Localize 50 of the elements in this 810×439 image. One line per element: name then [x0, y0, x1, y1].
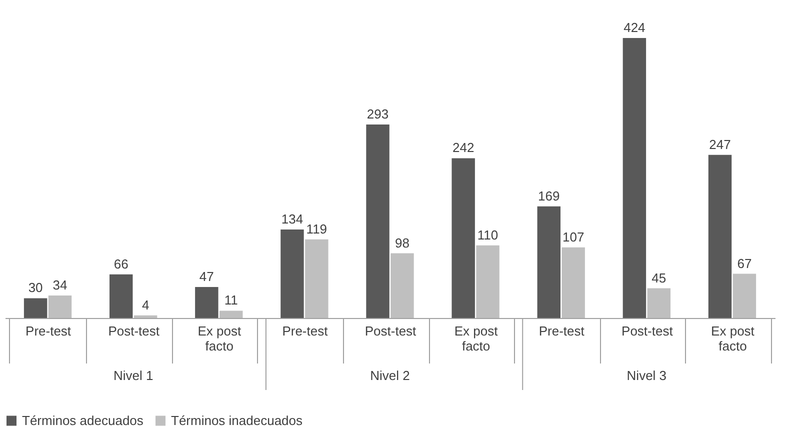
data-label: 134: [281, 212, 304, 227]
data-label: 66: [114, 256, 128, 272]
x-tick-label: Post-test: [364, 324, 417, 338]
bar: [366, 124, 390, 318]
bar: [195, 286, 218, 318]
data-label: 4: [142, 297, 150, 312]
bar: [134, 315, 158, 318]
bar: [280, 230, 304, 318]
data-label: 45: [652, 270, 666, 286]
text: Nivel 1: [113, 368, 154, 383]
data-label: 47: [199, 268, 214, 284]
data-label: 169: [538, 188, 560, 204]
legend-label: Términos inadecuados: [171, 412, 304, 428]
x-tick-label: Pre-test: [282, 324, 328, 338]
x-tick-label: Pre-test: [26, 324, 72, 338]
legend-label: Términos adecuados: [22, 412, 144, 428]
bar: [305, 239, 328, 318]
data-label: 110: [477, 227, 498, 242]
bar: [110, 274, 133, 318]
data-label: 30: [28, 280, 43, 296]
bar: [24, 298, 48, 318]
bar: [48, 296, 72, 318]
bar: [220, 310, 243, 318]
data-label: 293: [366, 106, 389, 122]
text: Nivel 2: [370, 368, 410, 383]
bar: [562, 247, 585, 318]
data-label: 424: [624, 20, 646, 35]
data-label: 242: [452, 140, 474, 156]
bar: [622, 38, 646, 318]
bar: [732, 274, 756, 318]
data-label: 11: [224, 292, 238, 308]
data-label: 98: [394, 235, 410, 250]
x-tick-label: Post-test: [622, 324, 674, 338]
x-tick-label: Ex post facto: [454, 324, 498, 354]
bar: [647, 288, 670, 318]
data-label: 107: [562, 229, 584, 244]
data-label: 247: [709, 136, 731, 152]
x-tick-label: Ex post facto: [198, 324, 242, 354]
x-tick-label: Ex post facto: [711, 324, 755, 354]
data-label: 34: [52, 278, 68, 293]
x-tick-label: Pre-test: [538, 324, 585, 338]
data-label: 119: [306, 221, 328, 236]
text: Nivel 3: [626, 368, 667, 383]
data-label: 67: [737, 256, 752, 271]
bar: [476, 245, 500, 318]
bar: [390, 253, 414, 318]
x-tick-label: Post-test: [108, 324, 160, 338]
bar: [537, 206, 560, 318]
bar: [452, 158, 475, 318]
bar: [708, 154, 732, 318]
